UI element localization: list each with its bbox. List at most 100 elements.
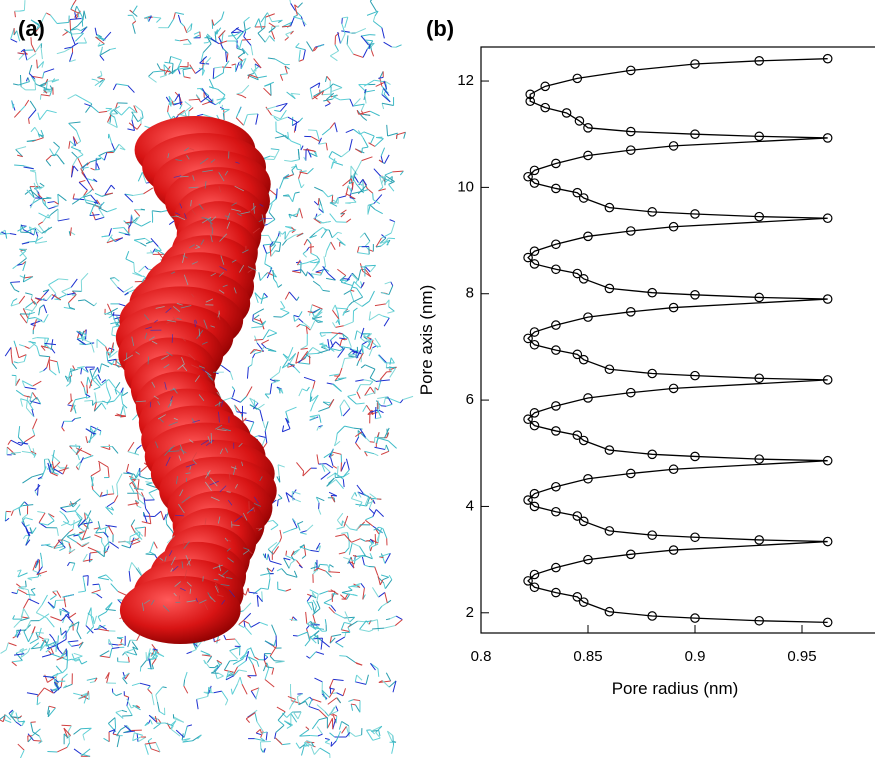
molecule-stick [337,238,346,245]
molecule-stick [244,603,251,611]
molecule-stick [131,215,133,222]
molecule-stick [108,718,115,724]
molecule-stick [5,347,11,356]
molecule-stick [298,524,300,530]
molecule-stick [143,188,152,194]
molecule-stick [270,372,279,379]
molecule-stick [354,308,358,311]
molecule-stick [92,212,95,220]
molecule-stick [369,630,373,632]
molecule-stick [35,79,36,90]
molecule-stick [31,295,32,299]
molecule-stick [275,738,282,745]
molecule-stick [68,400,72,404]
molecule-stick [71,147,81,151]
molecule-stick [30,198,35,208]
molecule-stick [166,519,167,524]
molecule-stick [378,606,382,610]
molecule-stick [222,691,228,700]
molecule-stick [338,232,342,233]
molecule-stick [118,662,129,663]
molecule-stick [211,38,219,43]
molecule-stick [357,621,364,622]
molecule-stick [71,9,78,12]
molecule-stick [92,590,101,593]
molecule-stick [131,526,135,533]
molecule-stick [39,308,40,316]
molecule-stick [319,591,328,594]
molecule-stick [369,311,370,320]
molecule-stick [372,587,378,597]
molecule-stick [106,575,113,581]
molecule-stick [69,613,76,618]
molecule-stick [332,232,338,237]
molecule-stick [204,42,208,43]
molecule-stick [258,309,263,312]
molecule-stick [373,16,374,21]
molecule-stick [10,233,17,234]
molecule-stick [219,41,227,44]
molecule-stick [299,118,302,122]
molecule-stick [138,479,139,489]
molecule-stick [363,117,367,120]
molecule-stick [40,95,41,100]
molecule-stick [369,143,375,147]
molecule-stick [337,513,342,520]
molecule-stick [317,594,319,601]
molecule-stick [75,505,80,511]
molecule-stick [28,737,32,742]
molecule-stick [134,240,140,243]
molecule-stick [366,517,373,520]
molecule-stick [267,13,271,22]
molecule-stick [244,613,251,620]
molecule-stick [184,680,185,686]
molecule-stick [251,622,260,627]
molecule-stick [128,657,129,662]
molecule-stick [37,346,40,355]
molecule-stick [52,690,59,691]
molecule-stick [366,437,370,441]
molecule-stick [268,554,270,561]
molecule-stick [350,732,355,736]
molecule-stick [75,33,83,41]
molecule-stick [265,641,274,646]
molecule-stick [322,641,330,648]
molecule-stick [295,367,300,373]
molecule-stick [160,75,167,77]
molecule-stick [265,668,269,679]
molecule-stick [78,527,84,532]
molecule-stick [129,562,132,571]
molecule-stick [383,577,389,579]
molecule-stick [46,155,51,160]
molecule-stick [37,60,38,69]
molecule-stick [54,601,55,608]
molecule-stick [378,576,380,585]
molecule-stick [14,290,19,292]
molecule-stick [70,369,71,376]
molecule-stick [268,542,277,549]
molecule-stick [361,104,364,110]
molecule-stick [48,602,54,608]
molecule-stick [296,462,303,471]
molecule-stick [350,290,354,301]
molecule-stick [260,729,261,733]
molecule-stick [92,433,96,434]
molecule-stick [26,301,35,307]
molecule-stick [48,521,54,525]
molecule-stick [322,94,330,95]
molecule-stick [223,397,233,400]
molecule-stick [299,170,302,179]
molecule-stick [61,678,62,686]
molecule-stick [291,561,295,564]
molecule-stick [254,315,259,319]
molecule-stick [354,301,362,306]
molecule-stick [40,305,44,308]
molecule-stick [265,252,267,264]
molecule-stick [46,545,53,547]
molecule-stick [314,214,322,219]
y-tick-label: 2 [466,604,474,621]
molecule-stick [246,387,252,397]
molecule-stick [396,45,402,47]
molecule-stick [330,565,334,568]
molecule-stick [91,470,100,476]
